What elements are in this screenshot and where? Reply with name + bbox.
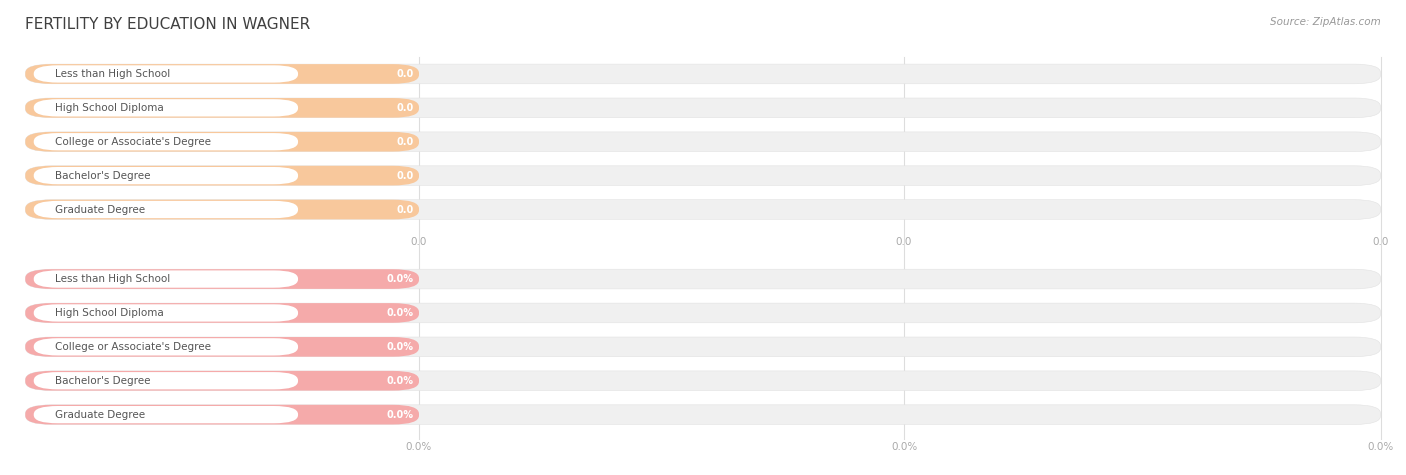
Text: Graduate Degree: Graduate Degree (55, 205, 145, 215)
Text: Bachelor's Degree: Bachelor's Degree (55, 171, 150, 180)
Text: Graduate Degree: Graduate Degree (55, 409, 145, 419)
Text: 0.0: 0.0 (896, 237, 912, 247)
Text: Less than High School: Less than High School (55, 69, 170, 79)
Text: 0.0%: 0.0% (387, 342, 413, 352)
Text: 0.0%: 0.0% (387, 308, 413, 318)
Text: 0.0: 0.0 (396, 103, 413, 113)
Text: 0.0%: 0.0% (891, 442, 917, 452)
Text: 0.0%: 0.0% (1368, 442, 1393, 452)
Text: 0.0: 0.0 (396, 171, 413, 180)
Text: Bachelor's Degree: Bachelor's Degree (55, 376, 150, 386)
Text: 0.0%: 0.0% (387, 409, 413, 419)
Text: 0.0: 0.0 (396, 69, 413, 79)
Text: 0.0: 0.0 (396, 137, 413, 147)
Text: College or Associate's Degree: College or Associate's Degree (55, 137, 211, 147)
Text: High School Diploma: High School Diploma (55, 103, 163, 113)
Text: 0.0: 0.0 (1372, 237, 1389, 247)
Text: 0.0%: 0.0% (406, 442, 432, 452)
Text: High School Diploma: High School Diploma (55, 308, 163, 318)
Text: 0.0%: 0.0% (387, 274, 413, 284)
Text: Less than High School: Less than High School (55, 274, 170, 284)
Text: 0.0: 0.0 (396, 205, 413, 215)
Text: College or Associate's Degree: College or Associate's Degree (55, 342, 211, 352)
Text: 0.0: 0.0 (411, 237, 427, 247)
Text: 0.0%: 0.0% (387, 376, 413, 386)
Text: FERTILITY BY EDUCATION IN WAGNER: FERTILITY BY EDUCATION IN WAGNER (25, 17, 311, 32)
Text: Source: ZipAtlas.com: Source: ZipAtlas.com (1270, 17, 1381, 27)
